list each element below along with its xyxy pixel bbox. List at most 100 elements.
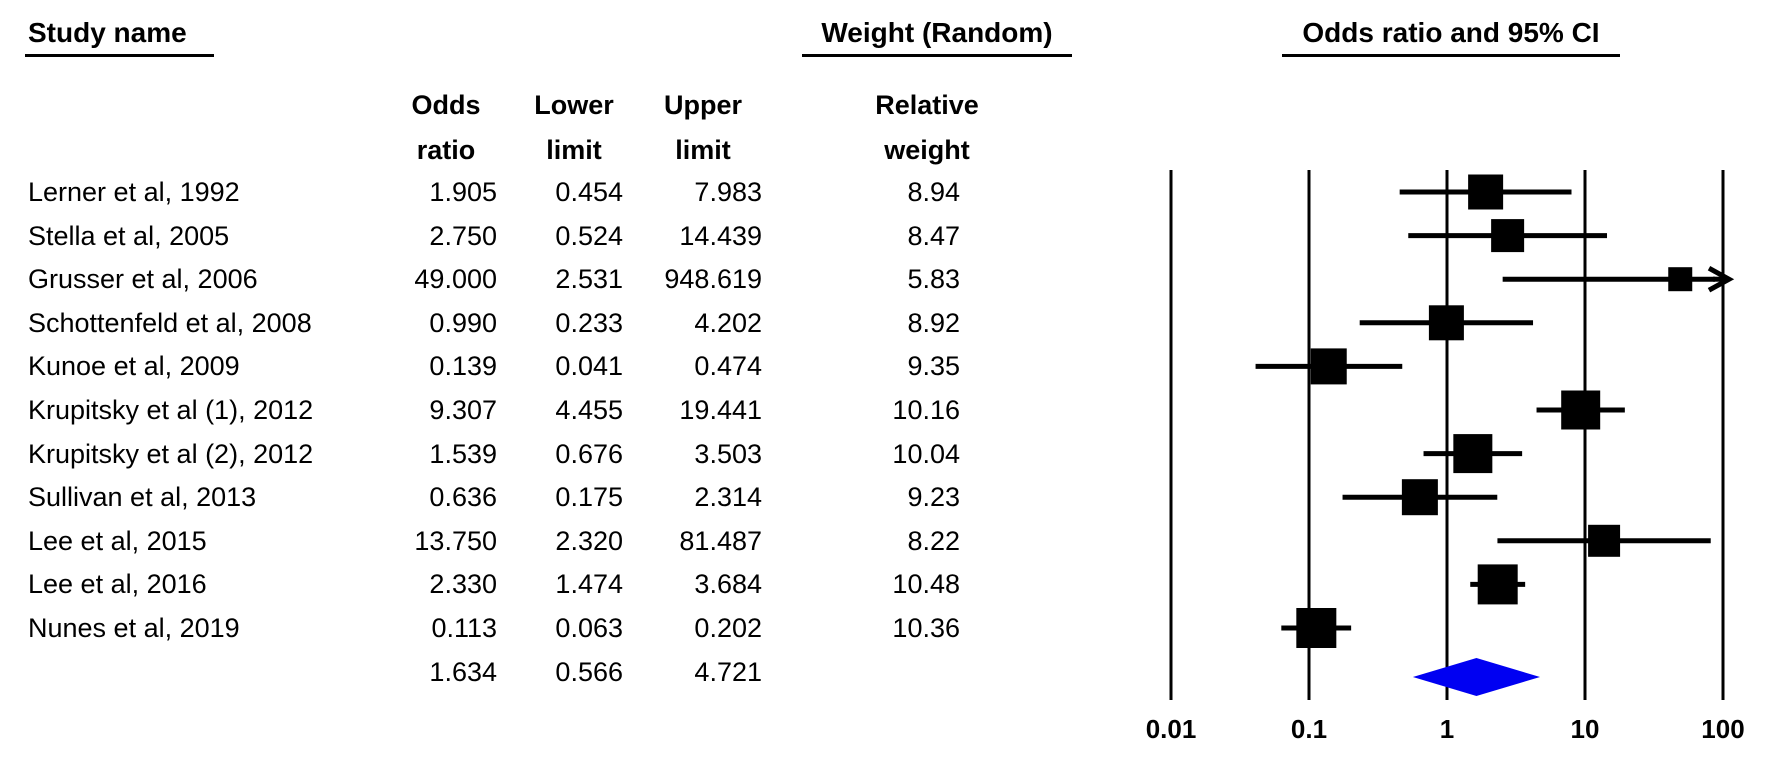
relative-weight-value: 8.22 [907,525,960,556]
odds-ratio-value: 2.330 [429,569,497,600]
study-name: Kunoe et al, 2009 [28,351,240,382]
lower-limit-value: 0.175 [555,482,623,513]
lower-limit-column-header: Lower limit [514,83,634,173]
upper-limit-value: 19.441 [679,395,762,425]
upper-limit-value: 3.684 [694,569,762,600]
study-name: Krupitsky et al (1), 2012 [28,395,314,425]
relative-weight-value: 5.83 [907,264,960,295]
odds-ratio-value: 1.905 [429,177,497,207]
study-name: Lee et al, 2016 [28,569,207,600]
effect-size-square [1453,434,1493,474]
axis-tick-label: 100 [1701,714,1745,744]
relative-weight-value: 10.36 [892,613,960,643]
axis-tick-label: 0.01 [1145,714,1197,744]
upper-limit-value: 0.202 [694,613,762,643]
lower-limit-value: 0.233 [555,307,623,338]
axis-tick-label: 1 [1439,714,1455,744]
relative-weight-value: 8.94 [907,177,960,207]
upper-limit-value: 948.619 [664,264,762,295]
study-name: Grusser et al, 2006 [28,264,258,295]
study-name: Stella et al, 2005 [28,220,230,251]
odds-ratio-value: 2.750 [429,220,497,251]
relative-weight-value: 10.04 [892,438,960,469]
study-row: Kunoe et al, 2009 0.139 0.041 0.474 9.35 [0,344,1770,388]
lower-limit-value: 0.454 [555,177,623,207]
odds-ratio-value: 0.113 [431,613,497,643]
relative-weight-value: 9.23 [907,482,960,513]
odds-ratio-value: 1.539 [429,438,497,469]
effect-size-square [1428,305,1464,341]
arrow-right-icon [1707,266,1735,293]
study-row: Nunes et al, 2019 0.113 0.063 0.202 10.36 [0,606,1770,650]
relative-weight-value: 9.35 [907,351,960,382]
relative-weight-column-header: Relative weight [857,83,997,173]
odds-ratio-value: 9.307 [429,395,497,425]
lower-limit-value: 0.063 [555,613,623,643]
upper-limit-value: 7.983 [694,177,762,207]
study-row: Stella et al, 2005 2.750 0.524 14.439 8.47 [0,214,1770,258]
odds-ratio-value: 0.139 [429,351,497,382]
study-name: Nunes et al, 2019 [28,613,240,643]
upper-limit-column-header: Upper limit [643,83,763,173]
upper-limit-value: 81.487 [679,525,762,556]
lower-limit-value: 1.474 [555,569,623,600]
effect-size-square [1310,348,1347,385]
relative-weight-value: 8.92 [907,307,960,338]
effect-size-square [1491,219,1525,253]
summary-odds-ratio-value: 1.634 [429,656,497,687]
lower-limit-value: 0.676 [555,438,623,469]
effect-size-square [1668,267,1693,292]
study-row: Lerner et al, 1992 1.905 0.454 7.983 8.94 [0,170,1770,214]
odds-ratio-value: 49.000 [414,264,497,295]
lower-limit-value: 0.041 [555,351,623,382]
lower-limit-value: 0.524 [555,220,623,251]
axis-tick-label: 0.1 [1290,714,1328,744]
lower-limit-value: 2.320 [555,525,623,556]
study-name: Lerner et al, 1992 [28,177,240,207]
odds-ratio-value: 0.990 [429,307,497,338]
odds-ratio-column-header-line2: ratio [416,135,476,165]
upper-limit-value: 14.439 [679,220,762,251]
upper-limit-value: 2.314 [694,482,762,513]
effect-size-square [1588,524,1621,557]
study-name: Lee et al, 2015 [28,525,207,556]
lower-limit-value: 4.455 [555,395,623,425]
study-row: Krupitsky et al (2), 2012 1.539 0.676 3.503… [0,432,1770,476]
lower-limit-column-header-line2: limit [546,135,602,165]
relative-weight-value: 10.16 [892,395,960,425]
effect-size-square [1401,479,1438,516]
relative-weight-value: 10.48 [892,569,960,600]
study-row: Sullivan et al, 2013 0.636 0.175 2.314 9.23 [0,475,1770,519]
study-row: Schottenfeld et al, 2008 0.990 0.233 4.202 8… [0,301,1770,345]
axis-tick-label: 10 [1570,714,1600,744]
study-row: Krupitsky et al (1), 2012 9.307 4.455 19.44… [0,388,1770,432]
summary-row: 1.634 0.566 4.721 [0,650,1770,694]
relative-weight-column-header-line1: Relative [875,90,979,120]
study-row: Grusser et al, 2006 49.000 2.531 948.619 5.8… [0,257,1770,301]
summary-upper-limit-value: 4.721 [694,656,762,687]
effect-size-square [1296,608,1337,648]
upper-limit-column-header-line2: limit [675,135,731,165]
odds-ratio-value: 0.636 [429,482,497,513]
lower-limit-column-header-line1: Lower [534,90,614,120]
study-name: Schottenfeld et al, 2008 [28,307,312,338]
effect-size-square [1468,174,1504,210]
upper-limit-value: 4.202 [694,307,762,338]
relative-weight-value: 8.47 [907,220,960,251]
odds-ratio-value: 13.750 [414,525,497,556]
effect-size-square [1561,390,1601,430]
study-name-header: Study name [25,14,214,57]
relative-weight-column-header-line2: weight [884,135,970,165]
study-row: Lee et al, 2016 2.330 1.474 3.684 10.48 [0,562,1770,606]
weight-random-header: Weight (Random) [802,14,1072,57]
odds-ratio-column-header: Odds ratio [386,83,506,173]
summary-diamond [1412,658,1541,696]
study-name: Krupitsky et al (2), 2012 [28,438,314,469]
study-name: Sullivan et al, 2013 [28,482,257,513]
summary-lower-limit-value: 0.566 [555,656,623,687]
odds-ratio-ci-header: Odds ratio and 95% CI [1282,14,1620,57]
upper-limit-column-header-line1: Upper [663,90,742,120]
study-row: Lee et al, 2015 13.750 2.320 81.487 8.22 [0,519,1770,563]
